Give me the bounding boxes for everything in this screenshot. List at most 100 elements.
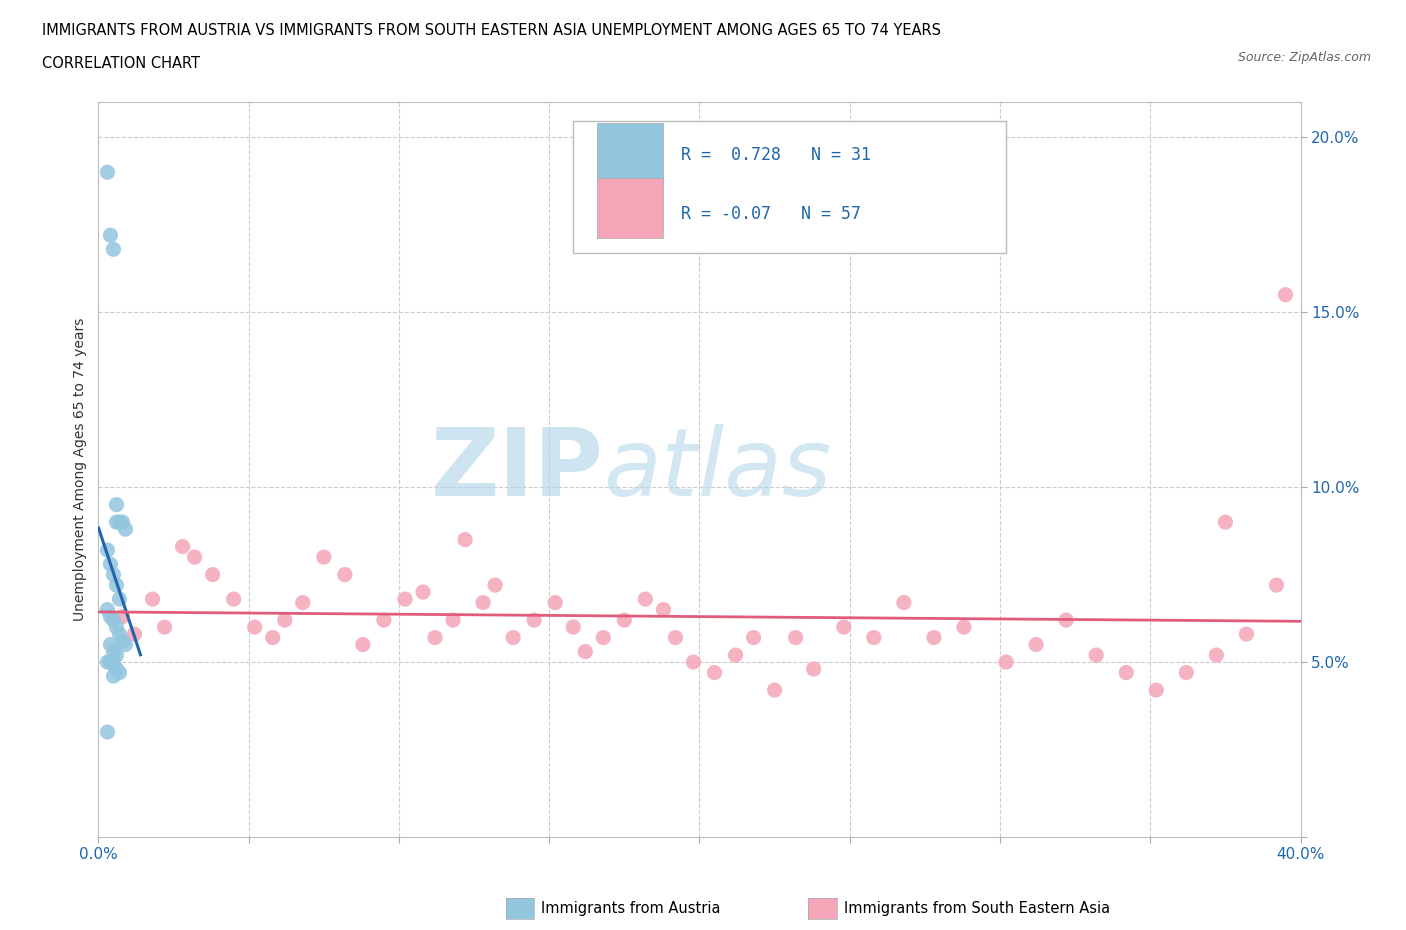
Text: atlas: atlas xyxy=(603,424,831,515)
Point xyxy=(832,619,855,634)
Point xyxy=(103,613,125,628)
Point xyxy=(141,591,163,606)
Y-axis label: Unemployment Among Ages 65 to 74 years: Unemployment Among Ages 65 to 74 years xyxy=(73,318,87,621)
Point xyxy=(1054,613,1077,628)
Point xyxy=(105,498,128,512)
Point xyxy=(1236,627,1258,642)
Point xyxy=(153,619,176,634)
Point xyxy=(183,550,205,565)
Point xyxy=(96,724,118,739)
Point xyxy=(262,631,284,645)
Point xyxy=(103,669,125,684)
Point xyxy=(893,595,915,610)
Point xyxy=(454,532,477,547)
Point xyxy=(592,631,614,645)
Point xyxy=(785,631,807,645)
Point xyxy=(333,567,356,582)
Point xyxy=(105,619,128,634)
Point xyxy=(523,613,546,628)
Point xyxy=(103,644,125,659)
Point xyxy=(103,567,125,582)
Point xyxy=(1085,647,1108,662)
Point xyxy=(1175,665,1198,680)
Point xyxy=(111,609,134,624)
Point xyxy=(96,655,118,670)
Point xyxy=(544,595,567,610)
Point xyxy=(472,595,495,610)
Point xyxy=(100,655,122,670)
Point xyxy=(108,627,131,642)
Point xyxy=(995,655,1018,670)
Text: R =  0.728   N = 31: R = 0.728 N = 31 xyxy=(682,146,872,165)
Point xyxy=(1274,287,1296,302)
Point xyxy=(291,595,314,610)
Point xyxy=(953,619,976,634)
Point xyxy=(105,647,128,662)
Point xyxy=(703,665,725,680)
Point xyxy=(373,613,395,628)
Text: Immigrants from Austria: Immigrants from Austria xyxy=(541,901,721,916)
Point xyxy=(1205,647,1227,662)
Point xyxy=(664,631,686,645)
Point xyxy=(1144,683,1167,698)
Point xyxy=(100,557,122,572)
Point xyxy=(352,637,374,652)
Point xyxy=(574,644,596,659)
Point xyxy=(862,631,884,645)
Point xyxy=(108,591,131,606)
Point xyxy=(724,647,747,662)
Point xyxy=(100,655,122,670)
Text: Source: ZipAtlas.com: Source: ZipAtlas.com xyxy=(1237,51,1371,64)
Point xyxy=(502,631,524,645)
Point xyxy=(1115,665,1137,680)
Point xyxy=(111,633,134,648)
Point xyxy=(105,578,128,592)
Bar xyxy=(598,178,664,238)
Point xyxy=(103,242,125,257)
Point xyxy=(1265,578,1288,592)
Point xyxy=(243,619,266,634)
Point xyxy=(222,591,245,606)
Point xyxy=(1025,637,1047,652)
FancyBboxPatch shape xyxy=(574,121,1007,253)
Point xyxy=(100,637,122,652)
Point xyxy=(562,619,585,634)
Point xyxy=(484,578,506,592)
Point xyxy=(803,661,825,676)
Point xyxy=(108,665,131,680)
Point xyxy=(742,631,765,645)
Point xyxy=(96,543,118,558)
Point xyxy=(412,585,434,600)
Point xyxy=(634,591,657,606)
Text: CORRELATION CHART: CORRELATION CHART xyxy=(42,56,200,71)
Point xyxy=(105,661,128,676)
Point xyxy=(100,609,122,624)
Bar xyxy=(598,123,664,183)
Text: Immigrants from South Eastern Asia: Immigrants from South Eastern Asia xyxy=(844,901,1109,916)
Point xyxy=(201,567,224,582)
Point xyxy=(105,514,128,529)
Point xyxy=(172,539,194,554)
Text: R = -0.07   N = 57: R = -0.07 N = 57 xyxy=(682,205,862,223)
Point xyxy=(1215,514,1237,529)
Point xyxy=(114,522,136,537)
Point xyxy=(423,631,446,645)
Point xyxy=(394,591,416,606)
Point xyxy=(682,655,704,670)
Point xyxy=(103,655,125,670)
Text: IMMIGRANTS FROM AUSTRIA VS IMMIGRANTS FROM SOUTH EASTERN ASIA UNEMPLOYMENT AMONG: IMMIGRANTS FROM AUSTRIA VS IMMIGRANTS FR… xyxy=(42,23,941,38)
Point xyxy=(111,514,134,529)
Point xyxy=(124,627,146,642)
Point xyxy=(96,602,118,617)
Point xyxy=(100,228,122,243)
Point xyxy=(108,514,131,529)
Point xyxy=(96,165,118,179)
Point xyxy=(922,631,945,645)
Point xyxy=(763,683,786,698)
Point xyxy=(114,637,136,652)
Text: ZIP: ZIP xyxy=(430,424,603,515)
Point xyxy=(441,613,464,628)
Point xyxy=(312,550,335,565)
Point xyxy=(613,613,636,628)
Point xyxy=(274,613,297,628)
